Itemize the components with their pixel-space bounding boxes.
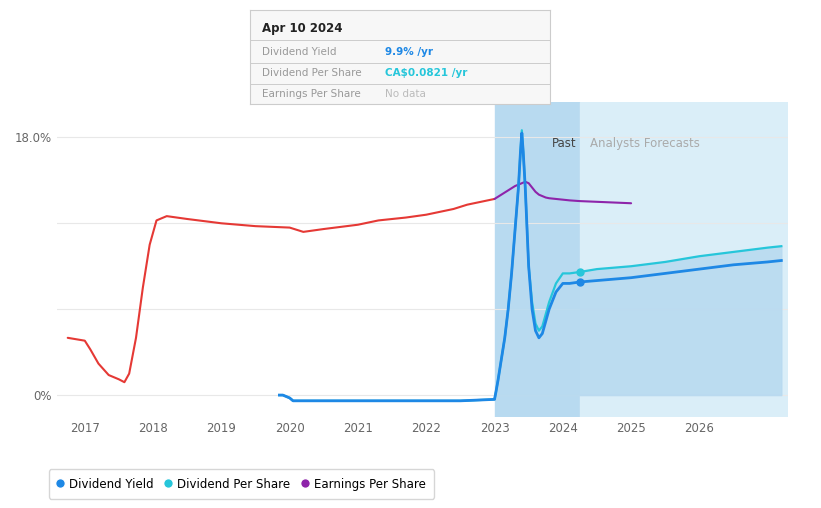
Text: Apr 10 2024: Apr 10 2024 — [263, 22, 343, 36]
Bar — [580, 102, 788, 417]
Text: No data: No data — [385, 89, 426, 99]
Text: Analysts Forecasts: Analysts Forecasts — [590, 137, 700, 150]
Text: Earnings Per Share: Earnings Per Share — [263, 89, 361, 99]
Text: CA$0.0821 /yr: CA$0.0821 /yr — [385, 68, 468, 78]
Legend: Dividend Yield, Dividend Per Share, Earnings Per Share: Dividend Yield, Dividend Per Share, Earn… — [48, 469, 434, 499]
Text: 9.9% /yr: 9.9% /yr — [385, 47, 433, 56]
Text: Past: Past — [552, 137, 576, 150]
Text: Dividend Yield: Dividend Yield — [263, 47, 337, 56]
Bar — [494, 102, 580, 417]
Text: Dividend Per Share: Dividend Per Share — [263, 68, 362, 78]
